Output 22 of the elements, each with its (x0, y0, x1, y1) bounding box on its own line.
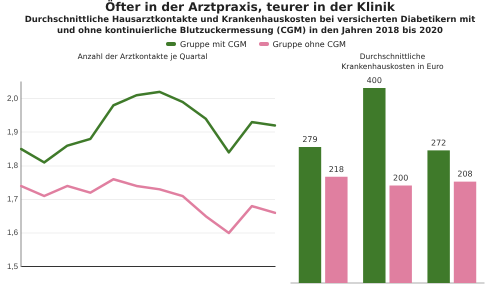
data-label: 272 (431, 138, 446, 148)
bar (389, 186, 412, 283)
bar (454, 182, 476, 283)
data-label: 279 (302, 135, 318, 144)
bar (298, 146, 322, 283)
data-label: 200 (393, 174, 408, 183)
legend-label: Gruppe ohne CGM (272, 40, 346, 49)
bar (363, 88, 386, 283)
y-tick-label: 1,7 (6, 194, 19, 204)
y-tick-label: 1,5 (6, 262, 19, 271)
chart-subtitle: Durchschnittliche Hausarztkontakte und Krankenhauskosten bei versicherten Diabetikern mit und ohne kontinuierliche Blutzuckermessung (CGM) in den Jahren 2018 bis 2020 (24, 15, 476, 38)
y-tick-label: 1,6 (6, 228, 19, 238)
bar (427, 150, 450, 283)
data-label: 208 (457, 170, 473, 179)
chart-title: Öfter in der Arztpraxis, teurer in der Klinik (104, 0, 396, 15)
data-label: 218 (328, 164, 344, 174)
y-tick-label: 1,9 (6, 127, 19, 136)
legend-label: Gruppe mit CGM (180, 40, 247, 49)
y-tick-label: 1,8 (6, 161, 19, 170)
bar (325, 176, 348, 283)
data-label: 400 (366, 76, 382, 86)
y-tick-label: 2,0 (6, 94, 19, 103)
